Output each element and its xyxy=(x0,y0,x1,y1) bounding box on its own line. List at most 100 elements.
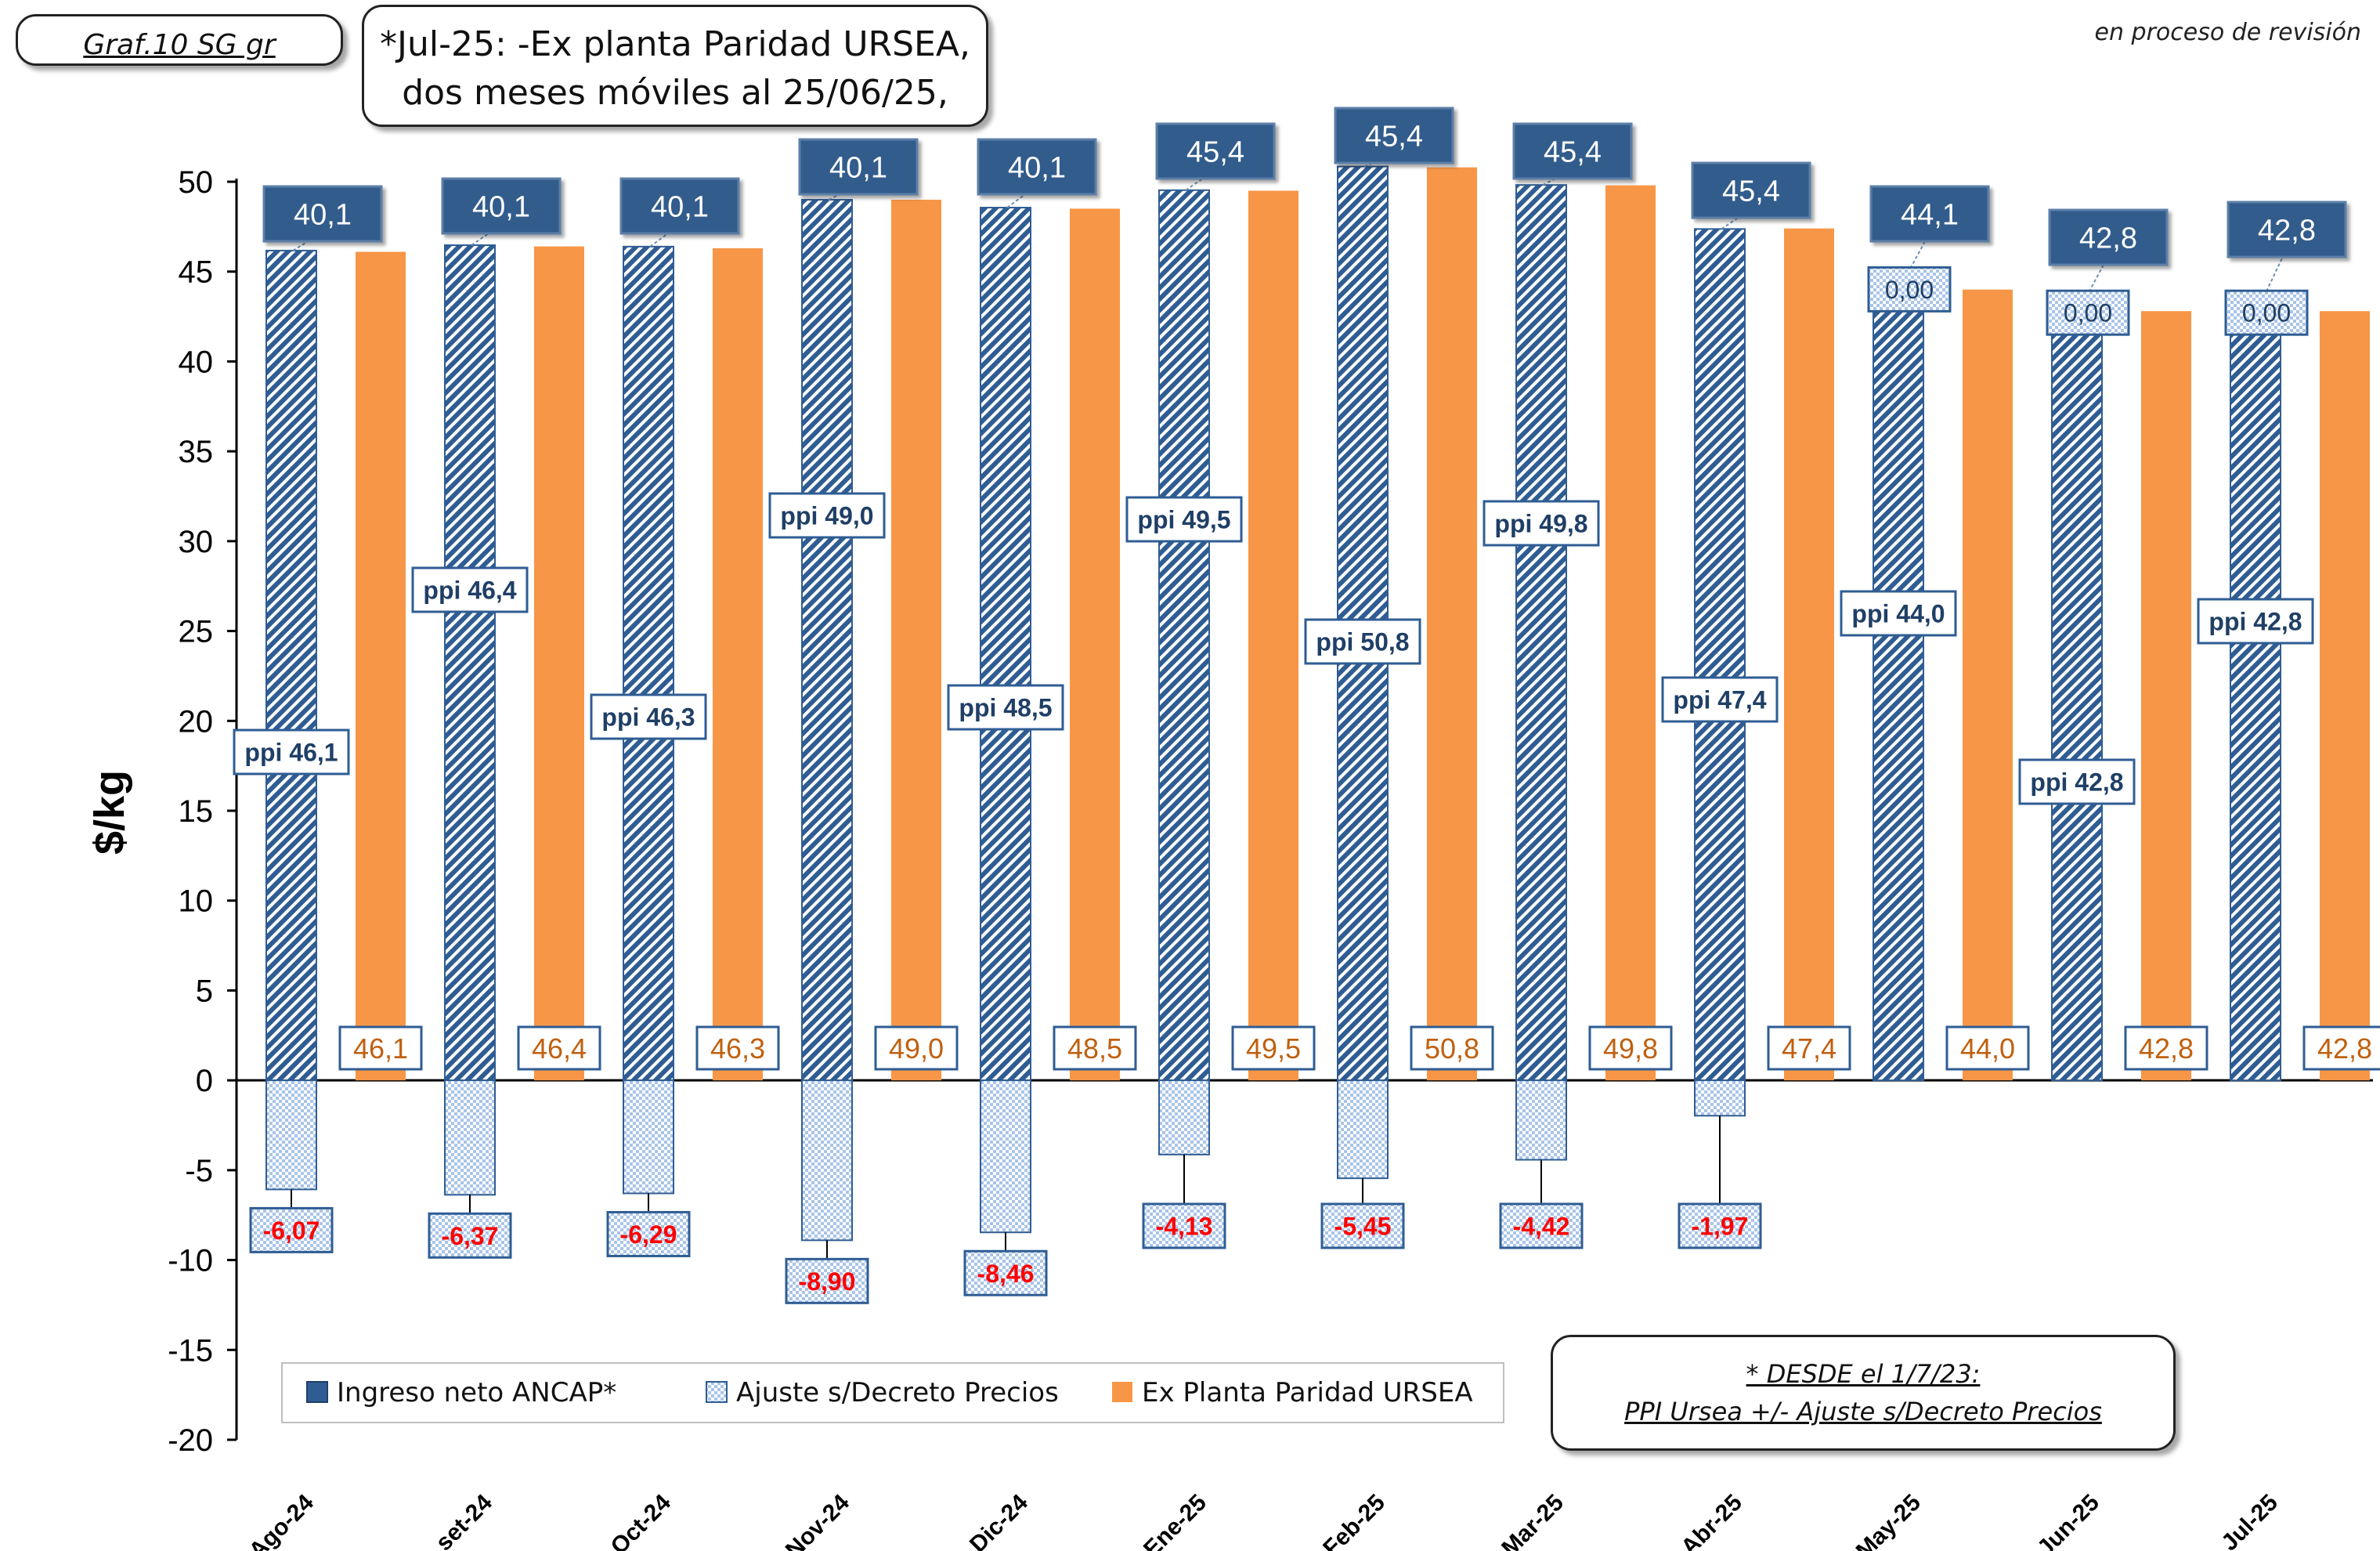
label-ppi: ppi 49,0 xyxy=(768,492,886,539)
label-ppi-box xyxy=(1125,496,1243,543)
chart-legend: Ingreso neto ANCAP* Ajuste s/Decreto Pre… xyxy=(281,1362,1504,1423)
label-ppi-box xyxy=(233,728,350,776)
label-ingreso-text: 45,4 xyxy=(1544,136,1602,169)
review-status: en proceso de revisión xyxy=(2094,19,2361,46)
bar-ajuste xyxy=(623,1079,674,1195)
label-ingreso-box xyxy=(1691,161,1811,219)
label-ajuste-zero-text: 0,00 xyxy=(2064,299,2112,327)
y-tick-label: -20 xyxy=(168,1423,213,1458)
label-ppi: ppi 46,3 xyxy=(590,693,707,740)
note-line-2: dos meses móviles al 25/06/25, xyxy=(402,73,948,113)
label-leader xyxy=(1006,185,1038,208)
bar-ingreso xyxy=(1694,228,1746,1082)
label-ajuste-box xyxy=(428,1212,512,1259)
label-ppi-text: ppi 50,8 xyxy=(1316,628,1409,656)
label-ppi: ppi 49,5 xyxy=(1125,496,1243,543)
bar-urseas xyxy=(2320,311,2370,1081)
y-tick-label: 30 xyxy=(179,525,214,559)
label-ppi-text: ppi 44,0 xyxy=(1851,600,1945,628)
bar-ajuste xyxy=(265,1079,317,1191)
label-urseas-box xyxy=(1588,1025,1673,1071)
label-urseas-box xyxy=(1767,1025,1851,1071)
footnote-box: * DESDE el 1/7/23: PPI Ursea +/- Ajuste … xyxy=(1551,1335,2176,1451)
label-urseas: 50,8 xyxy=(1410,1025,1494,1071)
bar-ingreso xyxy=(623,245,674,1082)
y-tick-label: 25 xyxy=(179,615,214,649)
label-ppi-text: ppi 48,5 xyxy=(959,694,1052,722)
bar-urseas xyxy=(1070,208,1120,1081)
legend-label-urseas: Ex Planta Paridad URSEA xyxy=(1142,1377,1473,1408)
label-leader xyxy=(649,224,681,248)
x-tick-label: set-24 xyxy=(431,1489,497,1551)
label-urseas: 47,4 xyxy=(1767,1025,1851,1071)
bar-urseas xyxy=(356,251,406,1081)
y-axis-title: $/kg xyxy=(86,770,133,855)
label-urseas: 49,5 xyxy=(1231,1025,1316,1071)
label-ppi: ppi 48,5 xyxy=(947,684,1064,731)
label-ingreso-box xyxy=(1155,122,1276,180)
label-ingreso: 40,1 xyxy=(977,138,1097,196)
label-urseas-text: 42,8 xyxy=(2317,1032,2372,1065)
label-ingreso: 40,1 xyxy=(619,177,740,235)
label-ingreso-text: 40,1 xyxy=(651,191,709,224)
bar-ajuste xyxy=(801,1079,853,1242)
label-ppi: ppi 47,4 xyxy=(1661,676,1779,723)
bar-urseas xyxy=(1427,167,1477,1081)
graph-id-tag: Graf.10 SG gr xyxy=(16,14,343,66)
label-ppi-text: ppi 46,4 xyxy=(423,577,516,605)
label-ajuste-text: -1,97 xyxy=(1692,1213,1749,1241)
label-ingreso-box xyxy=(262,185,383,243)
label-urseas-box xyxy=(1410,1025,1494,1071)
label-ppi-box xyxy=(947,684,1064,731)
bar-ajuste xyxy=(1694,1079,1746,1117)
label-urseas-box xyxy=(338,1025,423,1071)
label-ajuste-box xyxy=(1678,1202,1762,1249)
label-ingreso-box xyxy=(1334,107,1454,164)
label-ajuste-box xyxy=(1499,1202,1584,1249)
label-ppi-box xyxy=(590,693,707,740)
label-urseas-text: 47,4 xyxy=(1782,1032,1836,1065)
bar-urseas xyxy=(1248,190,1298,1081)
bar-ingreso xyxy=(265,249,317,1082)
bar-urseas xyxy=(2141,311,2191,1081)
label-ppi: ppi 50,8 xyxy=(1304,618,1421,665)
label-urseas-box xyxy=(874,1025,959,1071)
label-ingreso: 45,4 xyxy=(1691,161,1811,219)
label-ingreso: 42,8 xyxy=(2048,208,2169,266)
label-ppi-box xyxy=(1483,500,1600,547)
bar-ingreso xyxy=(444,244,496,1082)
label-urseas-box xyxy=(1053,1025,1137,1071)
label-urseas: 48,5 xyxy=(1053,1025,1137,1071)
label-ajuste-box xyxy=(1320,1202,1405,1249)
x-tick-label: Abr-25 xyxy=(1676,1490,1747,1551)
label-urseas-box xyxy=(2302,1025,2380,1071)
label-ingreso-text: 45,4 xyxy=(1186,136,1244,169)
label-ingreso-text: 44,1 xyxy=(1901,199,1959,232)
label-ppi: ppi 46,1 xyxy=(233,728,350,776)
label-urseas-text: 50,8 xyxy=(1425,1032,1479,1065)
bar-ingreso xyxy=(2051,310,2103,1082)
bar-ingreso xyxy=(1515,184,1567,1082)
bar-ajuste xyxy=(980,1079,1031,1234)
label-ajuste-text: -8,90 xyxy=(799,1267,856,1296)
label-ppi-box xyxy=(768,492,886,539)
y-tick-label: 15 xyxy=(179,794,214,829)
label-ingreso-box xyxy=(977,138,1097,196)
label-urseas-text: 49,5 xyxy=(1246,1032,1301,1065)
y-tick-label: 35 xyxy=(179,435,214,469)
label-ingreso-box xyxy=(798,138,919,196)
label-ajuste: -4,13 xyxy=(1142,1202,1226,1249)
label-ingreso-text: 45,4 xyxy=(1365,121,1423,154)
y-tick-label: 0 xyxy=(196,1064,213,1098)
label-ajuste-box xyxy=(249,1206,334,1253)
label-ingreso-box xyxy=(1512,122,1633,180)
label-ingreso: 45,4 xyxy=(1334,107,1454,164)
label-ajuste-text: -6,37 xyxy=(442,1222,499,1250)
y-tick-label: 45 xyxy=(179,255,214,290)
legend-swatch-ingreso xyxy=(306,1381,328,1403)
label-urseas-box xyxy=(1231,1025,1316,1071)
x-tick-label: Ene-25 xyxy=(1139,1490,1212,1551)
x-tick-label: Jul-25 xyxy=(2216,1490,2283,1551)
label-ppi-text: ppi 46,3 xyxy=(601,703,695,732)
